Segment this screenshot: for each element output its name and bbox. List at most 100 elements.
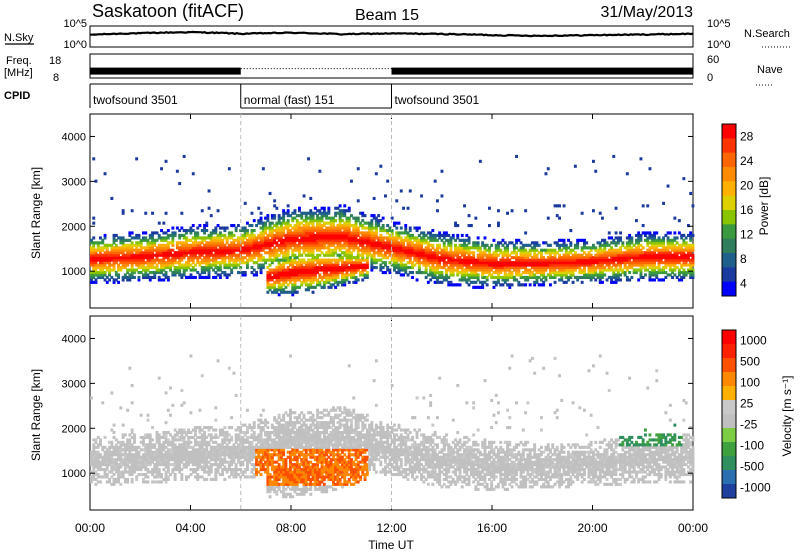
heatmap-cell — [135, 243, 139, 247]
heatmap-cell — [92, 268, 96, 272]
heatmap-cell — [467, 224, 471, 228]
heatmap-cell — [119, 238, 123, 242]
heatmap-cell — [316, 238, 319, 242]
heatmap-cell — [668, 273, 672, 277]
heatmap-cell — [298, 229, 301, 233]
heatmap-cell — [114, 470, 118, 474]
heatmap-cell — [110, 251, 114, 255]
heatmap-cell — [592, 266, 595, 270]
heatmap-cell — [503, 278, 507, 282]
heatmap-cell — [433, 273, 437, 277]
heatmap-cell — [94, 258, 98, 262]
heatmap-cell — [277, 263, 281, 267]
heatmap-cell — [524, 271, 528, 275]
heatmap-cell — [234, 261, 238, 265]
heatmap-cell — [465, 268, 469, 272]
heatmap-cell — [603, 268, 607, 272]
heatmap-cell — [157, 475, 161, 479]
heatmap-cell — [483, 258, 487, 262]
heatmap-cell — [641, 204, 645, 208]
heatmap-cell — [639, 253, 643, 257]
heatmap-cell — [135, 251, 139, 255]
heatmap-cell — [105, 465, 109, 469]
heatmap-cell — [567, 258, 570, 262]
heatmap-cell — [182, 246, 186, 250]
heatmap-cell — [657, 258, 661, 262]
heatmap-cell — [112, 241, 116, 245]
heatmap-cell — [327, 231, 331, 235]
heatmap-cell — [164, 261, 168, 265]
heatmap-cell — [105, 455, 109, 459]
heatmap-cell — [128, 458, 132, 462]
heatmap-cell — [234, 256, 238, 260]
heatmap-cell — [589, 271, 593, 275]
heatmap-cell — [282, 209, 286, 213]
heatmap-cell — [332, 241, 335, 245]
heatmap-cell — [250, 248, 254, 252]
heatmap-cell — [673, 268, 677, 272]
heatmap-cell — [133, 468, 136, 472]
heatmap-cell — [223, 271, 227, 275]
heatmap-cell — [114, 238, 118, 242]
heatmap-cell — [155, 263, 159, 267]
heatmap-cell — [429, 271, 433, 275]
heatmap-cell — [216, 251, 220, 255]
heatmap-cell — [114, 450, 118, 454]
heatmap-cell — [379, 263, 383, 267]
heatmap-cell — [338, 231, 342, 235]
velocity-heatmap — [90, 354, 695, 499]
heatmap-cell — [370, 268, 374, 272]
heatmap-cell — [286, 238, 290, 242]
heatmap-cell — [223, 236, 227, 240]
heatmap-cell — [689, 243, 693, 247]
heatmap-cell — [327, 226, 331, 230]
heatmap-cell — [329, 226, 333, 230]
heatmap-cell — [173, 450, 177, 454]
heatmap-cell — [397, 263, 401, 267]
heatmap-cell — [189, 275, 193, 279]
heatmap-cell — [94, 460, 98, 464]
heatmap-cell — [304, 268, 308, 272]
heatmap-cell — [648, 251, 652, 255]
heatmap-cell — [112, 482, 116, 486]
heatmap-cell — [318, 266, 322, 270]
heatmap-cell — [214, 236, 218, 240]
heatmap-cell — [616, 248, 620, 252]
heatmap-cell — [148, 256, 152, 260]
heatmap-cell — [594, 169, 598, 173]
heatmap-cell — [501, 261, 505, 265]
heatmap-cell — [259, 268, 263, 272]
y-tick-label: 4000 — [62, 131, 86, 143]
heatmap-cell — [436, 209, 439, 213]
heatmap-cell — [273, 248, 277, 252]
heatmap-cell — [397, 246, 401, 250]
heatmap-cell — [252, 238, 256, 242]
heatmap-cell — [431, 229, 435, 233]
heatmap-cell — [293, 253, 297, 257]
heatmap-cell — [433, 233, 437, 237]
heatmap-cell — [583, 271, 586, 275]
heatmap-cell — [393, 251, 396, 255]
heatmap-cell — [619, 246, 622, 250]
heatmap-cell — [397, 271, 401, 275]
heatmap-cell — [112, 445, 116, 449]
heatmap-cell — [302, 243, 306, 247]
heatmap-cell — [286, 283, 290, 287]
heatmap-cell — [585, 246, 589, 250]
heatmap-cell — [415, 261, 419, 265]
heatmap-cell — [363, 266, 367, 270]
heatmap-cell — [476, 275, 480, 279]
heatmap-cell — [270, 283, 274, 287]
heatmap-cell — [677, 231, 681, 235]
heatmap-cell — [212, 268, 215, 272]
heatmap-cell — [108, 266, 111, 270]
heatmap-cell — [96, 443, 100, 447]
heatmap-cell — [377, 241, 381, 245]
heatmap-cell — [639, 243, 643, 247]
heatmap-cell — [268, 238, 272, 242]
heatmap-cell — [472, 273, 476, 277]
heatmap-cell — [243, 256, 247, 260]
heatmap-cell — [318, 268, 322, 272]
heatmap-cell — [268, 243, 272, 247]
heatmap-cell — [442, 278, 446, 282]
